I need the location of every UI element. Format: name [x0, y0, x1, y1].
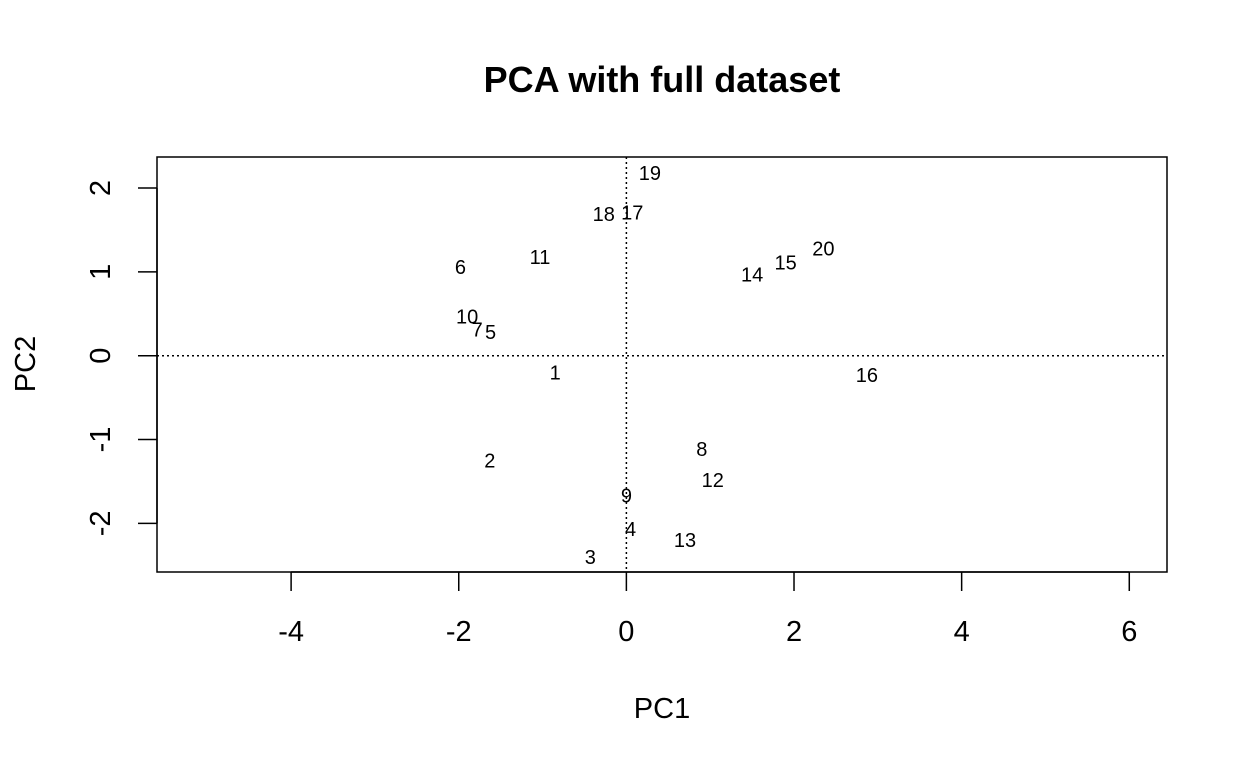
point-label: 19 — [639, 163, 661, 185]
point-label: 8 — [696, 439, 707, 461]
point-label: 15 — [775, 253, 797, 275]
point-label: 3 — [585, 547, 596, 569]
point-label: 13 — [674, 530, 696, 552]
x-axis-label: PC1 — [634, 693, 690, 725]
point-label: 10 — [456, 306, 478, 328]
point-label: 2 — [484, 450, 495, 472]
point-label: 11 — [530, 247, 551, 269]
x-tick-label: -2 — [446, 616, 472, 648]
chart-title: PCA with full dataset — [484, 59, 841, 100]
y-tick-label: -2 — [85, 510, 117, 536]
x-axis: -4 -2 0 2 4 6 — [278, 571, 1137, 648]
point-label: 12 — [702, 470, 724, 492]
point-label: 18 — [593, 204, 615, 226]
point-label: 4 — [625, 519, 636, 541]
point-label: 14 — [741, 264, 763, 286]
point-label: 5 — [485, 322, 496, 344]
reference-lines — [157, 157, 1167, 572]
y-tick-label: 2 — [85, 180, 117, 196]
point-label: 1 — [550, 362, 561, 384]
point-label: 17 — [621, 202, 643, 224]
point-label: 6 — [455, 257, 466, 279]
x-tick-label: 2 — [786, 616, 802, 648]
y-tick-label: 0 — [85, 348, 117, 364]
x-tick-label: -4 — [278, 616, 304, 648]
y-axis: -2 -1 0 1 2 — [85, 180, 158, 536]
y-tick-label: -1 — [85, 427, 117, 453]
x-tick-label: 4 — [954, 616, 970, 648]
point-label: 7 — [472, 320, 483, 342]
point-label: 16 — [856, 365, 878, 387]
y-axis-label: PC2 — [10, 336, 42, 392]
x-tick-label: 6 — [1121, 616, 1137, 648]
x-tick-label: 0 — [618, 616, 634, 648]
y-tick-label: 1 — [85, 264, 117, 280]
point-label: 9 — [621, 486, 632, 508]
plot-box — [156, 156, 1168, 573]
point-label: 20 — [812, 238, 834, 260]
